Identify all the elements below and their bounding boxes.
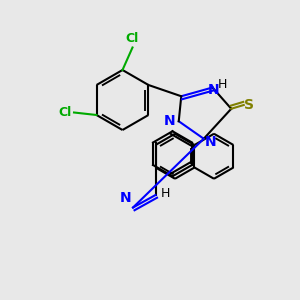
Text: N: N	[120, 191, 132, 205]
Text: N: N	[208, 82, 220, 97]
Text: S: S	[244, 98, 254, 112]
Text: H: H	[160, 187, 170, 200]
Text: N: N	[164, 114, 175, 128]
Text: Cl: Cl	[58, 106, 71, 119]
Text: N: N	[205, 135, 217, 149]
Text: Cl: Cl	[126, 32, 139, 45]
Text: H: H	[218, 77, 227, 91]
